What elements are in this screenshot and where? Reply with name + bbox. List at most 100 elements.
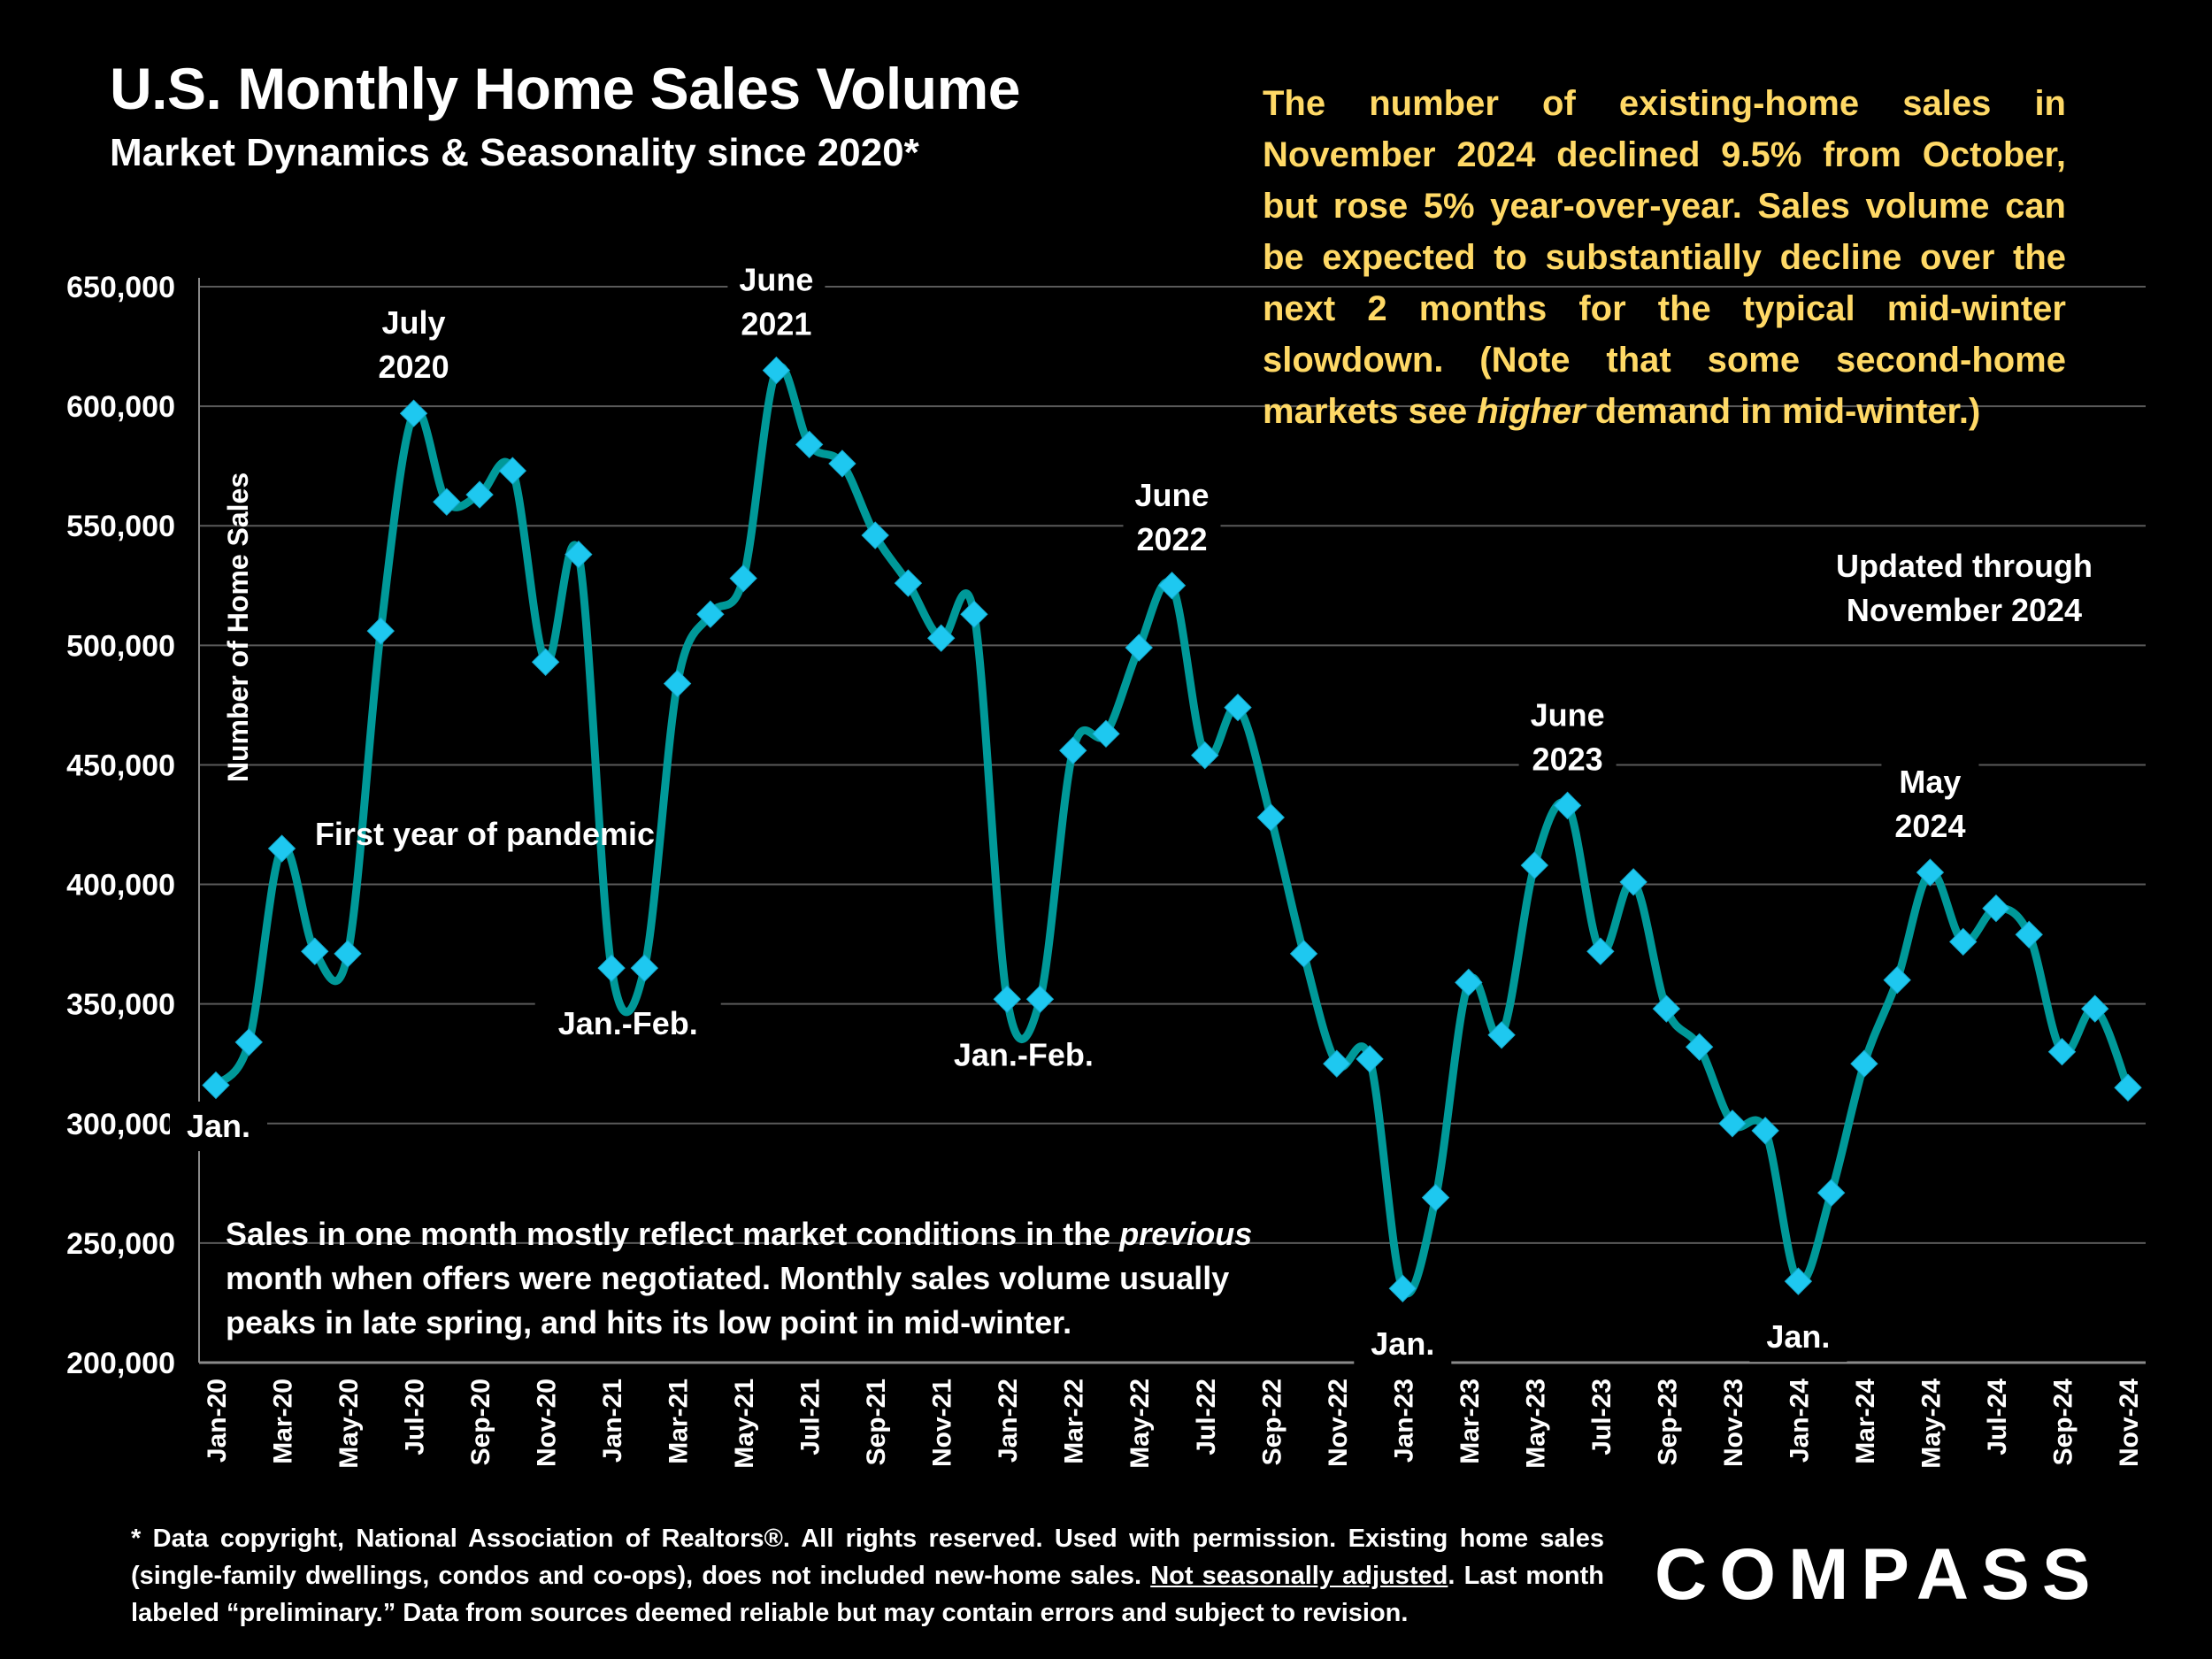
x-axis-tick-labels: Jan-20 Mar-20 May-20 Jul-20 Sep-20 Nov-20 Jan-… xyxy=(203,1379,2144,1469)
note-part: month when offers were negotiated. Month… xyxy=(226,1260,1230,1340)
data-marker xyxy=(2047,1038,2077,1066)
annotation-background xyxy=(365,298,463,393)
compass-logo: COMPASS xyxy=(1655,1535,2091,1615)
annotation-background xyxy=(1354,1319,1452,1370)
x-tick-label: Sep-20 xyxy=(466,1379,495,1465)
y-axis-title: Number of Home Sales xyxy=(222,472,254,782)
data-marker xyxy=(1125,634,1153,662)
x-tick-label: Mar-22 xyxy=(1060,1379,1089,1464)
annotation-label: Jan. xyxy=(187,1108,250,1144)
x-tick-label: May-24 xyxy=(1916,1379,1946,1469)
note-part: Sales in one month mostly reflect market… xyxy=(226,1216,1120,1252)
annotation-backgrounds xyxy=(170,255,1979,1370)
data-marker xyxy=(1850,1049,1878,1078)
data-marker xyxy=(433,488,461,516)
x-tick-label: May-23 xyxy=(1521,1379,1550,1469)
annotation-background xyxy=(1123,470,1221,565)
annotation-label: Jan.-Feb. xyxy=(558,1005,698,1041)
annotation-label: 2022 xyxy=(1136,521,1207,557)
x-tick-label: Jul-24 xyxy=(1983,1379,2012,1455)
data-marker xyxy=(2081,995,2109,1023)
x-tick-label: Mar-23 xyxy=(1455,1379,1485,1464)
x-tick-label: May-20 xyxy=(334,1379,364,1469)
data-marker xyxy=(1421,1183,1450,1212)
footnote-underlined: Not seasonally adjusted xyxy=(1150,1562,1448,1590)
data-marker xyxy=(1982,894,2010,923)
data-marker xyxy=(465,480,494,509)
data-marker xyxy=(1520,851,1549,879)
line-chart: 200,000 250,000 300,000 350,000 400,000 450,0… xyxy=(66,255,2146,1469)
data-marker xyxy=(1356,1045,1384,1073)
y-tick-label: 600,000 xyxy=(66,390,175,424)
x-tick-label: Sep-22 xyxy=(1257,1379,1286,1465)
x-tick-label: Jul-23 xyxy=(1587,1379,1617,1455)
data-marker xyxy=(960,600,988,628)
data-marker xyxy=(234,1028,263,1056)
y-tick-label: 250,000 xyxy=(66,1227,175,1261)
y-tick-label: 400,000 xyxy=(66,869,175,902)
data-marker xyxy=(1323,1049,1351,1078)
annotation-label: 2024 xyxy=(1894,808,1965,844)
y-tick-label: 500,000 xyxy=(66,629,175,663)
x-tick-label: Sep-24 xyxy=(2048,1379,2078,1466)
data-marker xyxy=(630,954,659,982)
data-marker xyxy=(334,940,362,968)
data-marker xyxy=(1718,1110,1747,1138)
annotation-background xyxy=(1881,757,1979,852)
y-tick-label: 300,000 xyxy=(66,1108,175,1141)
annotation-label: Jan. xyxy=(1766,1318,1830,1355)
data-marker xyxy=(926,624,956,652)
annotation-background xyxy=(1749,1312,1847,1363)
data-marker xyxy=(1784,1267,1813,1295)
annotation-label: 2020 xyxy=(379,349,449,385)
commentary-emphasis: higher xyxy=(1477,392,1586,431)
annotation-label: June xyxy=(1134,477,1209,513)
data-marker xyxy=(2015,920,2043,949)
updated-line-2: November 2024 xyxy=(1846,592,2083,628)
annotation-label: Jan. xyxy=(1371,1325,1434,1362)
annotation-label: May xyxy=(1899,764,1961,800)
data-marker xyxy=(1751,1117,1779,1145)
annotation-label: 2023 xyxy=(1532,741,1603,777)
x-tick-label: Sep-23 xyxy=(1653,1379,1682,1465)
data-markers xyxy=(202,356,2142,1302)
data-marker xyxy=(1289,940,1318,968)
data-marker xyxy=(894,569,923,597)
x-tick-label: Nov-24 xyxy=(2115,1379,2144,1467)
annotations: Jan. July 2020 First year of pandemic Jan.-F… xyxy=(187,262,1966,1363)
x-tick-label: Mar-20 xyxy=(269,1379,298,1464)
data-marker xyxy=(1191,741,1219,770)
data-marker xyxy=(498,457,527,485)
y-tick-label: 350,000 xyxy=(66,988,175,1022)
data-marker xyxy=(2114,1073,2142,1102)
data-marker xyxy=(762,356,791,385)
data-marker xyxy=(663,669,692,698)
annotation-label: July xyxy=(382,304,446,341)
data-marker xyxy=(1816,1179,1846,1207)
commentary-text: The number of existing-home sales in Nov… xyxy=(1263,78,2066,437)
commentary-part: demand in mid-winter.) xyxy=(1585,392,1981,431)
footnote: * Data copyright, National Association o… xyxy=(131,1520,1604,1632)
data-marker xyxy=(993,985,1021,1013)
data-marker xyxy=(1388,1274,1417,1302)
data-marker xyxy=(366,617,396,645)
data-marker xyxy=(1059,736,1087,764)
data-marker xyxy=(1256,803,1285,832)
chart-subtitle: Market Dynamics & Seasonality since 2020… xyxy=(110,131,919,174)
data-marker xyxy=(1948,927,1978,956)
data-marker xyxy=(1652,995,1681,1023)
data-marker xyxy=(729,564,757,593)
data-marker xyxy=(1553,791,1582,820)
x-tick-label: Nov-23 xyxy=(1719,1379,1748,1467)
y-tick-label: 650,000 xyxy=(66,271,175,304)
data-marker xyxy=(795,430,824,459)
x-tick-label: Nov-21 xyxy=(928,1379,957,1467)
x-tick-label: Jul-21 xyxy=(796,1379,826,1455)
data-marker xyxy=(1916,858,1945,887)
annotation-background xyxy=(277,810,693,859)
data-marker xyxy=(301,937,329,965)
commentary-part: The number of existing-home sales in Nov… xyxy=(1263,84,2066,431)
x-tick-label: May-22 xyxy=(1125,1379,1155,1469)
annotation-background xyxy=(170,1102,267,1151)
x-tick-label: Jul-20 xyxy=(401,1379,430,1455)
